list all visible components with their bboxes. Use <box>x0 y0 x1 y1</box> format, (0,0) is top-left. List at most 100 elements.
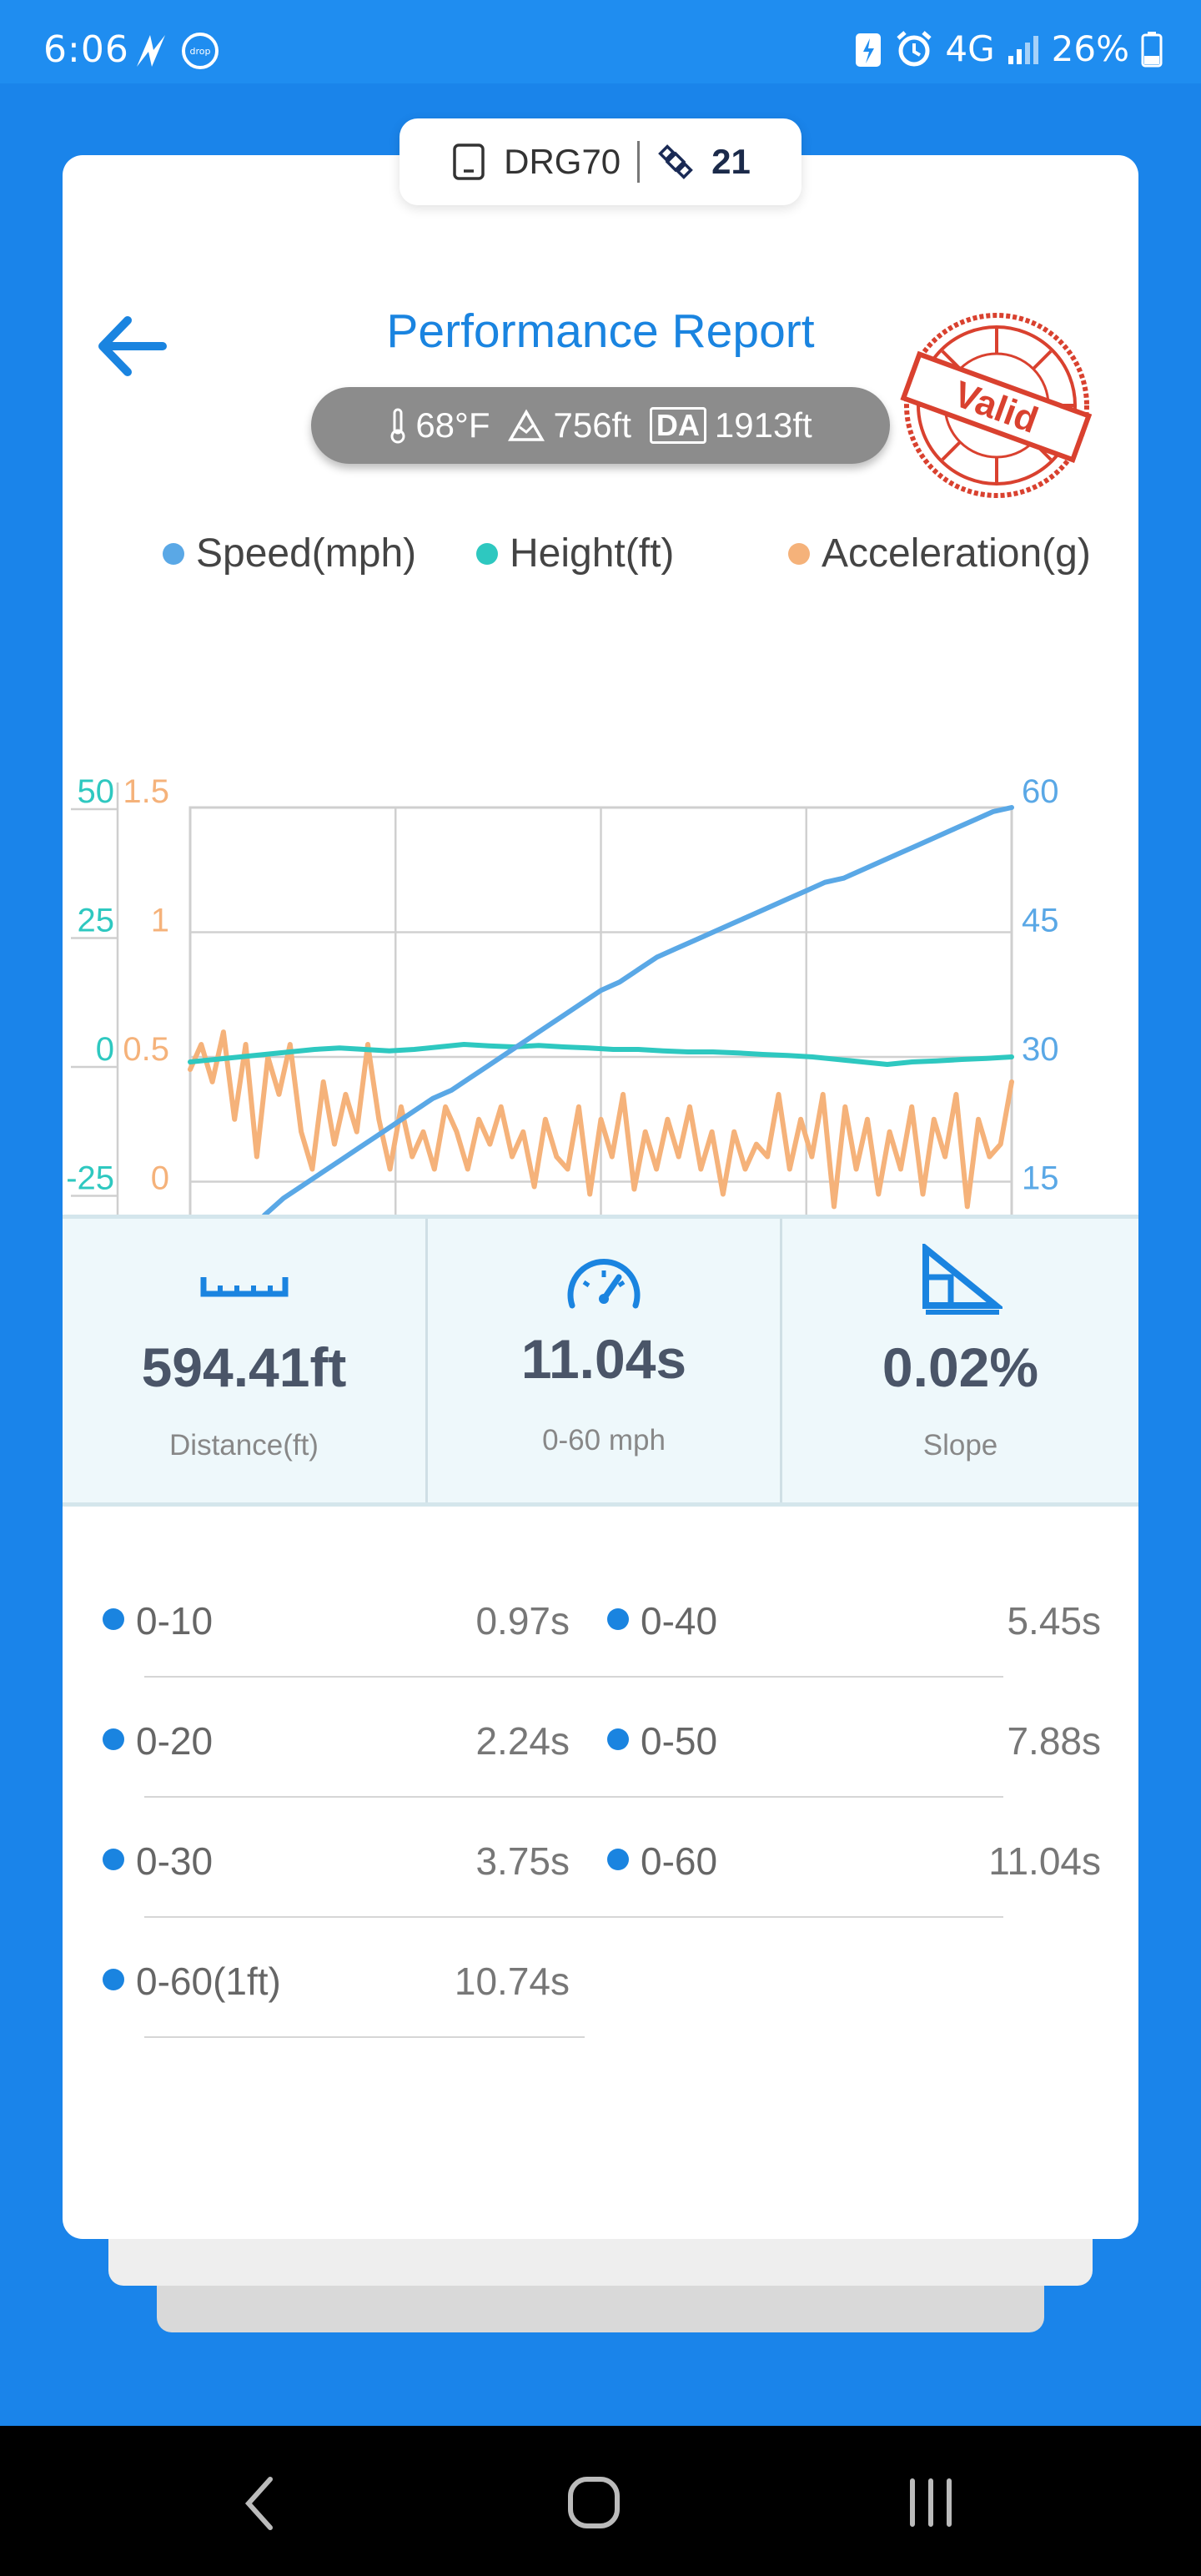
satellite-count: 21 <box>711 142 751 181</box>
conditions-pill: 68°F 756ft DA 1913ft <box>311 387 890 464</box>
battery-icon <box>1141 31 1163 67</box>
split-name: 0-40 <box>641 1599 718 1643</box>
split-divider <box>144 1916 1003 1918</box>
status-time: 6:06 <box>43 28 129 71</box>
legend-swatch-speed <box>163 542 184 565</box>
speed-axis-label: 45 <box>1022 903 1059 939</box>
height-axis-label: 50 <box>78 773 115 810</box>
temperature-item: 68°F <box>389 405 490 445</box>
altitude-value: 756ft <box>553 405 631 445</box>
alarm-icon <box>897 30 932 66</box>
split-time: 7.88s <box>1007 1719 1101 1763</box>
split-time: 0.97s <box>475 1599 570 1643</box>
split-row: 0-60 11.04s <box>567 1797 1101 1917</box>
legend-label-acceleration: Acceleration(g) <box>822 531 1091 576</box>
split-row: 0-30 3.75s <box>63 1797 1003 1918</box>
legend-swatch-height <box>476 542 498 565</box>
split-bullet <box>607 1728 629 1750</box>
split-divider <box>144 1796 1003 1798</box>
stat-slope: 0.02% Slope <box>780 1219 1138 1502</box>
zero-to-sixty-label: 0-60 mph <box>542 1424 666 1457</box>
split-row: 0-10 0.97s <box>63 1557 1003 1678</box>
chart-legend: Speed(mph) Height(ft) Acceleration(g) <box>99 531 1133 589</box>
split-row: 0-50 7.88s <box>567 1677 1101 1797</box>
page-title: Performance Report <box>386 304 815 358</box>
legend-label-height: Height(ft) <box>510 531 675 576</box>
back-arrow-icon[interactable] <box>86 300 178 392</box>
slope-icon <box>922 1244 1003 1315</box>
da-badge: DA <box>649 407 706 444</box>
split-bullet <box>607 1608 629 1630</box>
battery-saver-icon <box>856 33 882 67</box>
temperature-value: 68°F <box>415 405 490 445</box>
slope-label: Slope <box>922 1429 998 1462</box>
device-pill[interactable]: DRG70 21 <box>399 118 802 205</box>
device-icon <box>453 143 485 180</box>
split-bullet <box>103 1969 124 1990</box>
distance-label: Distance(ft) <box>169 1429 319 1462</box>
ruler-icon <box>200 1277 288 1297</box>
legend-label-speed: Speed(mph) <box>196 531 417 576</box>
stats-panel: 594.41ft Distance(ft) 11.04s 0-60 mph 0.… <box>63 1215 1138 1507</box>
speed-axis-label: 15 <box>1022 1160 1059 1197</box>
status-bar: 6:06 drop 4G 26% <box>0 0 1201 83</box>
split-time: 3.75s <box>475 1839 570 1883</box>
speed-axis-label: 60 <box>1022 773 1059 810</box>
battery-percent: 26% <box>1051 28 1129 69</box>
series-line-speed <box>188 805 1014 1309</box>
split-bullet <box>103 1728 124 1750</box>
system-nav-bar <box>0 2426 1201 2576</box>
slope-value: 0.02% <box>882 1336 1039 1398</box>
mountain-icon <box>508 409 545 441</box>
nav-back-icon[interactable] <box>242 2474 275 2533</box>
split-name: 0-10 <box>136 1599 214 1643</box>
split-divider <box>144 1676 1003 1678</box>
split-bullet <box>607 1849 629 1870</box>
split-name: 0-50 <box>641 1719 718 1763</box>
split-name: 0-30 <box>136 1839 214 1883</box>
accel-axis-label: 0.5 <box>123 1031 169 1068</box>
series-line-accel <box>188 1029 1014 1210</box>
nav-home-icon[interactable] <box>567 2476 621 2529</box>
split-divider <box>144 2036 585 2038</box>
divider <box>637 141 641 183</box>
height-axis-label: 0 <box>96 1031 114 1068</box>
density-altitude-item: DA 1913ft <box>649 405 812 445</box>
nav-recents-icon[interactable] <box>906 2478 956 2528</box>
split-bullet <box>103 1608 124 1630</box>
valid-stamp-icon: Valid <box>900 313 1093 498</box>
split-name: 0-20 <box>136 1719 214 1763</box>
legend-item-height[interactable]: Height(ft) <box>476 531 674 576</box>
height-axis-label: -25 <box>66 1160 114 1197</box>
thermometer-icon <box>390 408 405 444</box>
split-time: 2.24s <box>475 1719 570 1763</box>
split-time: 11.04s <box>988 1839 1101 1883</box>
zero-to-sixty-value: 11.04s <box>520 1328 687 1390</box>
speedometer-icon <box>567 1259 641 1309</box>
split-row: 0-20 2.24s <box>63 1677 1003 1798</box>
legend-swatch-acceleration <box>788 542 810 565</box>
signal-icon <box>1008 35 1038 64</box>
satellite-icon <box>658 144 694 179</box>
series-line-height <box>188 1042 1014 1067</box>
split-name: 0-60 <box>641 1839 718 1883</box>
altitude-item: 756ft <box>508 405 631 445</box>
distance-value: 594.41ft <box>141 1336 347 1398</box>
accel-axis-label: 1 <box>151 903 169 939</box>
split-time: 10.74s <box>454 1960 570 2003</box>
report-card: Performance Report 68°F 756ft DA 1913ft … <box>63 155 1138 2239</box>
split-row: 0-40 5.45s <box>567 1557 1101 1677</box>
accel-axis-label: 1.5 <box>123 773 169 810</box>
split-bullet <box>103 1849 124 1870</box>
split-name: 0-60(1ft) <box>136 1960 281 2003</box>
notification-icons: drop <box>137 33 219 69</box>
speed-axis-label: 30 <box>1022 1031 1059 1068</box>
svg-text:drop: drop <box>190 46 211 57</box>
legend-item-acceleration[interactable]: Acceleration(g) <box>788 531 1091 576</box>
split-time: 5.45s <box>1007 1599 1101 1643</box>
legend-item-speed[interactable]: Speed(mph) <box>163 531 416 576</box>
stat-zero-to-sixty: 11.04s 0-60 mph <box>425 1219 780 1502</box>
device-name: DRG70 <box>504 142 621 181</box>
split-row: 0-60(1ft) 10.74s <box>63 1917 596 2038</box>
density-altitude-value: 1913ft <box>714 405 812 445</box>
